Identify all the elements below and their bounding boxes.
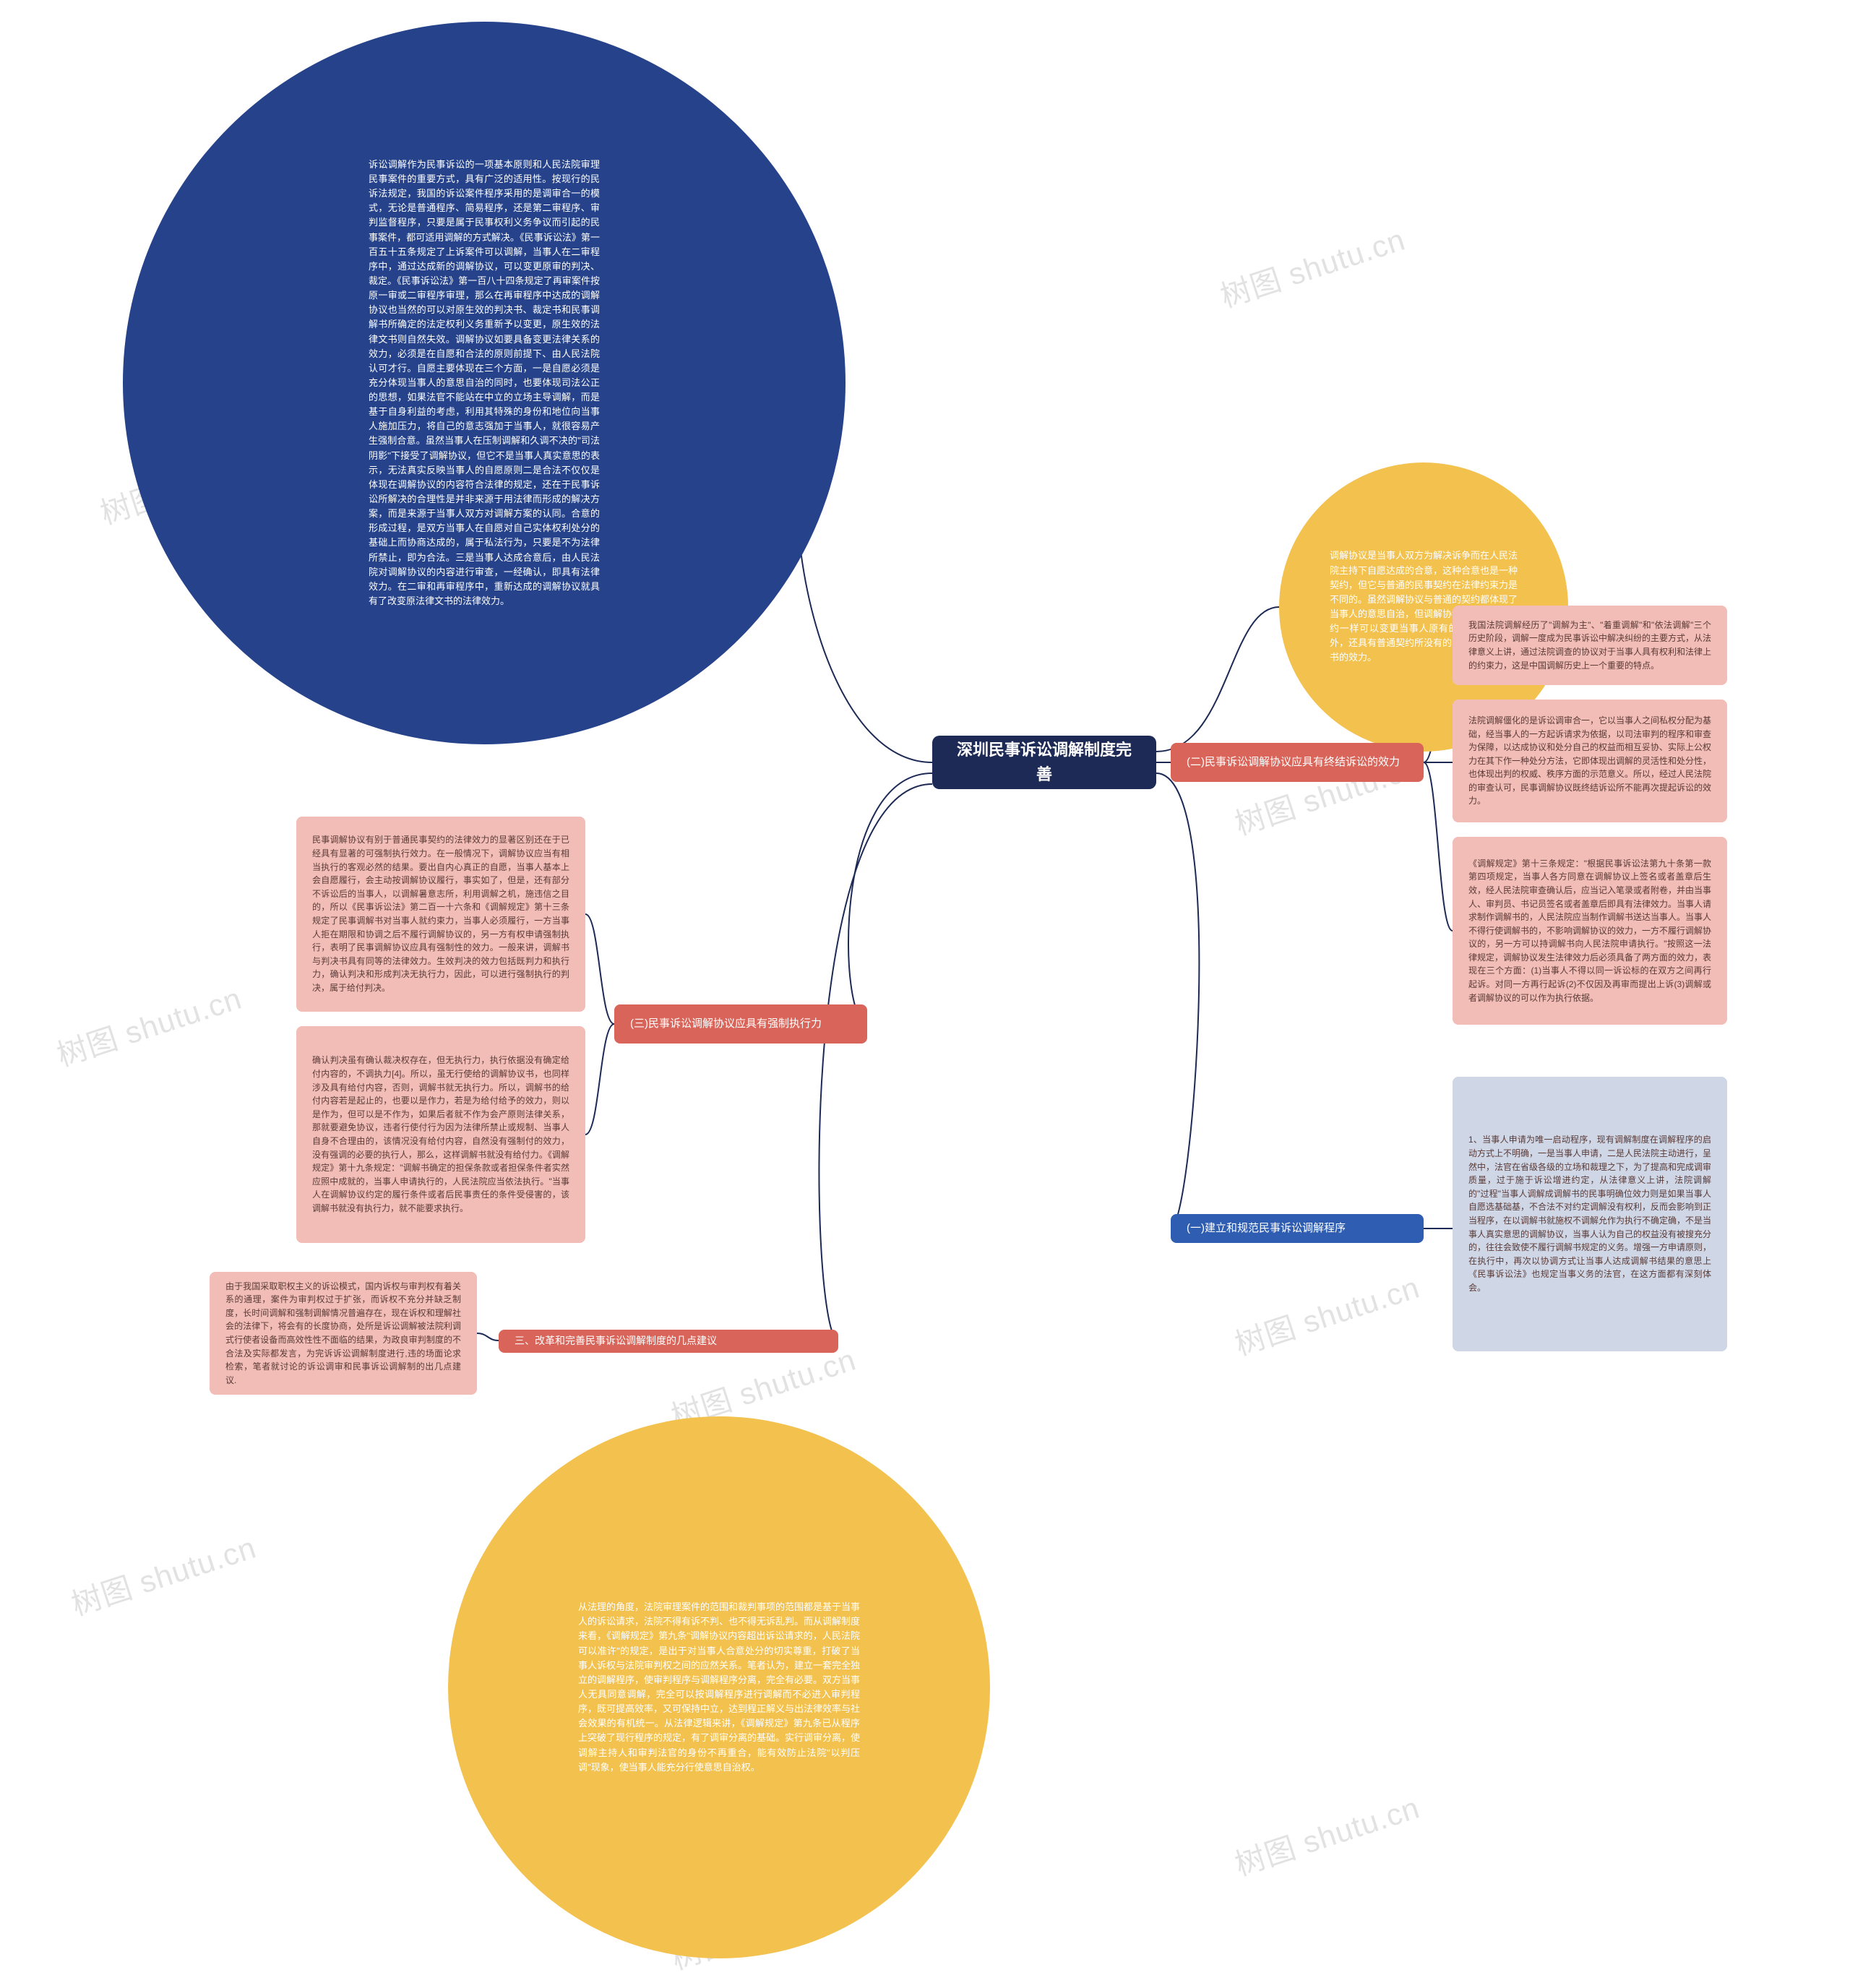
branch2-box-c: 《调解规定》第十三条规定："根据民事诉讼法第九十条第一款第四项规定，当事人各方同… [1453, 837, 1727, 1025]
bubble-yellow-bottom: 从法理的角度，法院审理案件的范围和裁判事项的范围都是基于当事人的诉讼请求，法院不… [448, 1416, 990, 1958]
suggest-label: 三、改革和完善民事诉讼调解制度的几点建议 [499, 1330, 838, 1353]
suggest-intro-text: 由于我国采取职权主义的诉讼模式，国内诉权与审判权有着关系的通理，案件为审判权过于… [225, 1280, 461, 1387]
branch2-box-b-text: 法院调解僵化的是诉讼调审合一，它以当事人之间私权分配为基础，经当事人的一方起诉请… [1468, 714, 1711, 808]
center-label: 深圳民事诉讼调解制度完善 [951, 738, 1137, 787]
branch3-box-a: 民事调解协议有别于普通民事契约的法律效力的显著区别还在于已经具有显著的可强制执行… [296, 817, 585, 1012]
branch2-box-c-text: 《调解规定》第十三条规定："根据民事诉讼法第九十条第一款第四项规定，当事人各方同… [1468, 857, 1711, 1005]
branch1-box-text: 1、当事人申请为唯一启动程序，现有调解制度在调解程序的启动方式上不明确，一是当事… [1468, 1133, 1711, 1294]
branch2-box-a-text: 我国法院调解经历了"调解为主"、"着重调解"和"依法调解"三个历史阶段，调解一度… [1468, 619, 1711, 672]
branch2-box-a: 我国法院调解经历了"调解为主"、"着重调解"和"依法调解"三个历史阶段，调解一度… [1453, 606, 1727, 685]
suggest-intro: 由于我国采取职权主义的诉讼模式，国内诉权与审判权有着关系的通理，案件为审判权过于… [210, 1272, 477, 1395]
branch3-box-b-text: 确认判决虽有确认裁决权存在，但无执行力，执行依据没有确定给付内容的，不调执力[4… [312, 1054, 569, 1215]
branch3-label: (三)民事诉讼调解协议应具有强制执行力 [614, 1004, 867, 1044]
branch1-box: 1、当事人申请为唯一启动程序，现有调解制度在调解程序的启动方式上不明确，一是当事… [1453, 1077, 1727, 1351]
branch3-label-text: (三)民事诉讼调解协议应具有强制执行力 [630, 1015, 851, 1032]
bubble-big-blue: 诉讼调解作为民事诉讼的一项基本原则和人民法院审理民事案件的重要方式，具有广泛的适… [123, 22, 846, 744]
center-node: 深圳民事诉讼调解制度完善 [932, 736, 1156, 789]
branch1-label-text: (一)建立和规范民事诉讼调解程序 [1187, 1220, 1408, 1236]
bubble-yellow-bottom-text: 从法理的角度，法院审理案件的范围和裁判事项的范围都是基于当事人的诉讼请求，法院不… [578, 1600, 860, 1775]
branch3-box-a-text: 民事调解协议有别于普通民事契约的法律效力的显著区别还在于已经具有显著的可强制执行… [312, 833, 569, 994]
branch2-label-text: (二)民事诉讼调解协议应具有终结诉讼的效力 [1187, 754, 1408, 770]
branch1-label: (一)建立和规范民事诉讼调解程序 [1171, 1214, 1424, 1243]
bubble-big-blue-text: 诉讼调解作为民事诉讼的一项基本原则和人民法院审理民事案件的重要方式，具有广泛的适… [369, 158, 600, 608]
branch3-box-b: 确认判决虽有确认裁决权存在，但无执行力，执行依据没有确定给付内容的，不调执力[4… [296, 1026, 585, 1243]
suggest-label-text: 三、改革和完善民事诉讼调解制度的几点建议 [515, 1333, 822, 1349]
branch2-label: (二)民事诉讼调解协议应具有终结诉讼的效力 [1171, 743, 1424, 782]
branch2-box-b: 法院调解僵化的是诉讼调审合一，它以当事人之间私权分配为基础，经当事人的一方起诉请… [1453, 700, 1727, 822]
